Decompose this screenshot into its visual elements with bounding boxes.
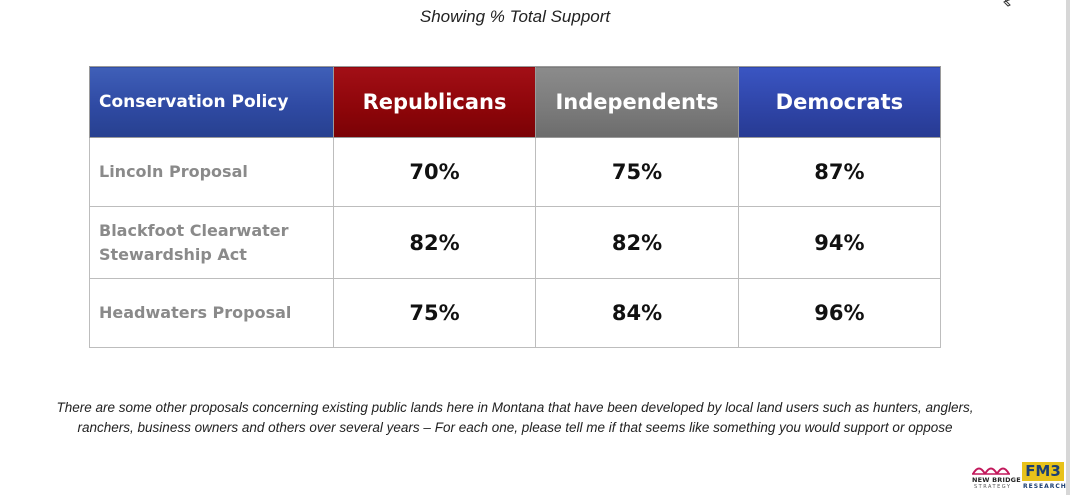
new-bridge-logo: NEW BRIDGE STRATEGY (970, 461, 1021, 493)
header-democrats: Democrats (737, 66, 942, 138)
table-row: Blackfoot Clearwater Stewardship Act 82%… (89, 206, 942, 279)
fm3-name: FM3 (1022, 462, 1064, 481)
new-bridge-sub: STRATEGY (974, 484, 1012, 490)
policy-name: Headwaters Proposal (89, 278, 334, 348)
policy-name-line: Stewardship Act (99, 244, 247, 264)
slide-subtitle: Showing % Total Support (419, 7, 611, 26)
footer-logos: NEW BRIDGE STRATEGY FM3 RESEARCH (970, 461, 1066, 493)
independents-value: 84% (535, 278, 739, 348)
policy-name: Lincoln Proposal (89, 137, 334, 207)
fm3-sub: RESEARCH (1023, 483, 1067, 490)
header-republicans: Republicans (332, 66, 537, 138)
policy-name: Blackfoot Clearwater Stewardship Act (89, 206, 334, 279)
header-conservation-policy: Conservation Policy (89, 66, 334, 138)
slide-edge (1066, 0, 1070, 495)
democrats-value: 94% (737, 206, 942, 279)
table-header-row: Conservation Policy Republicans Independ… (89, 66, 942, 138)
footnote-line: ranchers, business owners and others ove… (77, 420, 953, 435)
policy-name-line: Blackfoot Clearwater (99, 220, 289, 240)
independents-value: 82% (535, 206, 739, 279)
policy-name-line: Lincoln Proposal (99, 162, 248, 181)
support-table: Conservation Policy Republicans Independ… (89, 66, 942, 348)
new-bridge-name: NEW BRIDGE (972, 476, 1021, 484)
header-independents: Independents (535, 66, 739, 138)
republicans-value: 82% (332, 206, 537, 279)
independents-value: 75% (535, 137, 739, 207)
table-row: Headwaters Proposal 75% 84% 96% (89, 278, 942, 348)
democrats-value: 87% (737, 137, 942, 207)
cursor-icon (1003, 0, 1011, 7)
republicans-value: 75% (332, 278, 537, 348)
question-footnote: There are some other proposals concernin… (0, 398, 1030, 438)
table-row: Lincoln Proposal 70% 75% 87% (89, 137, 942, 207)
republicans-value: 70% (332, 137, 537, 207)
policy-name-line: Headwaters Proposal (99, 303, 292, 322)
fm3-logo: FM3 RESEARCH (1022, 462, 1067, 492)
democrats-value: 96% (737, 278, 942, 348)
bridge-arches-icon (972, 467, 1010, 475)
footnote-line: There are some other proposals concernin… (56, 400, 974, 415)
